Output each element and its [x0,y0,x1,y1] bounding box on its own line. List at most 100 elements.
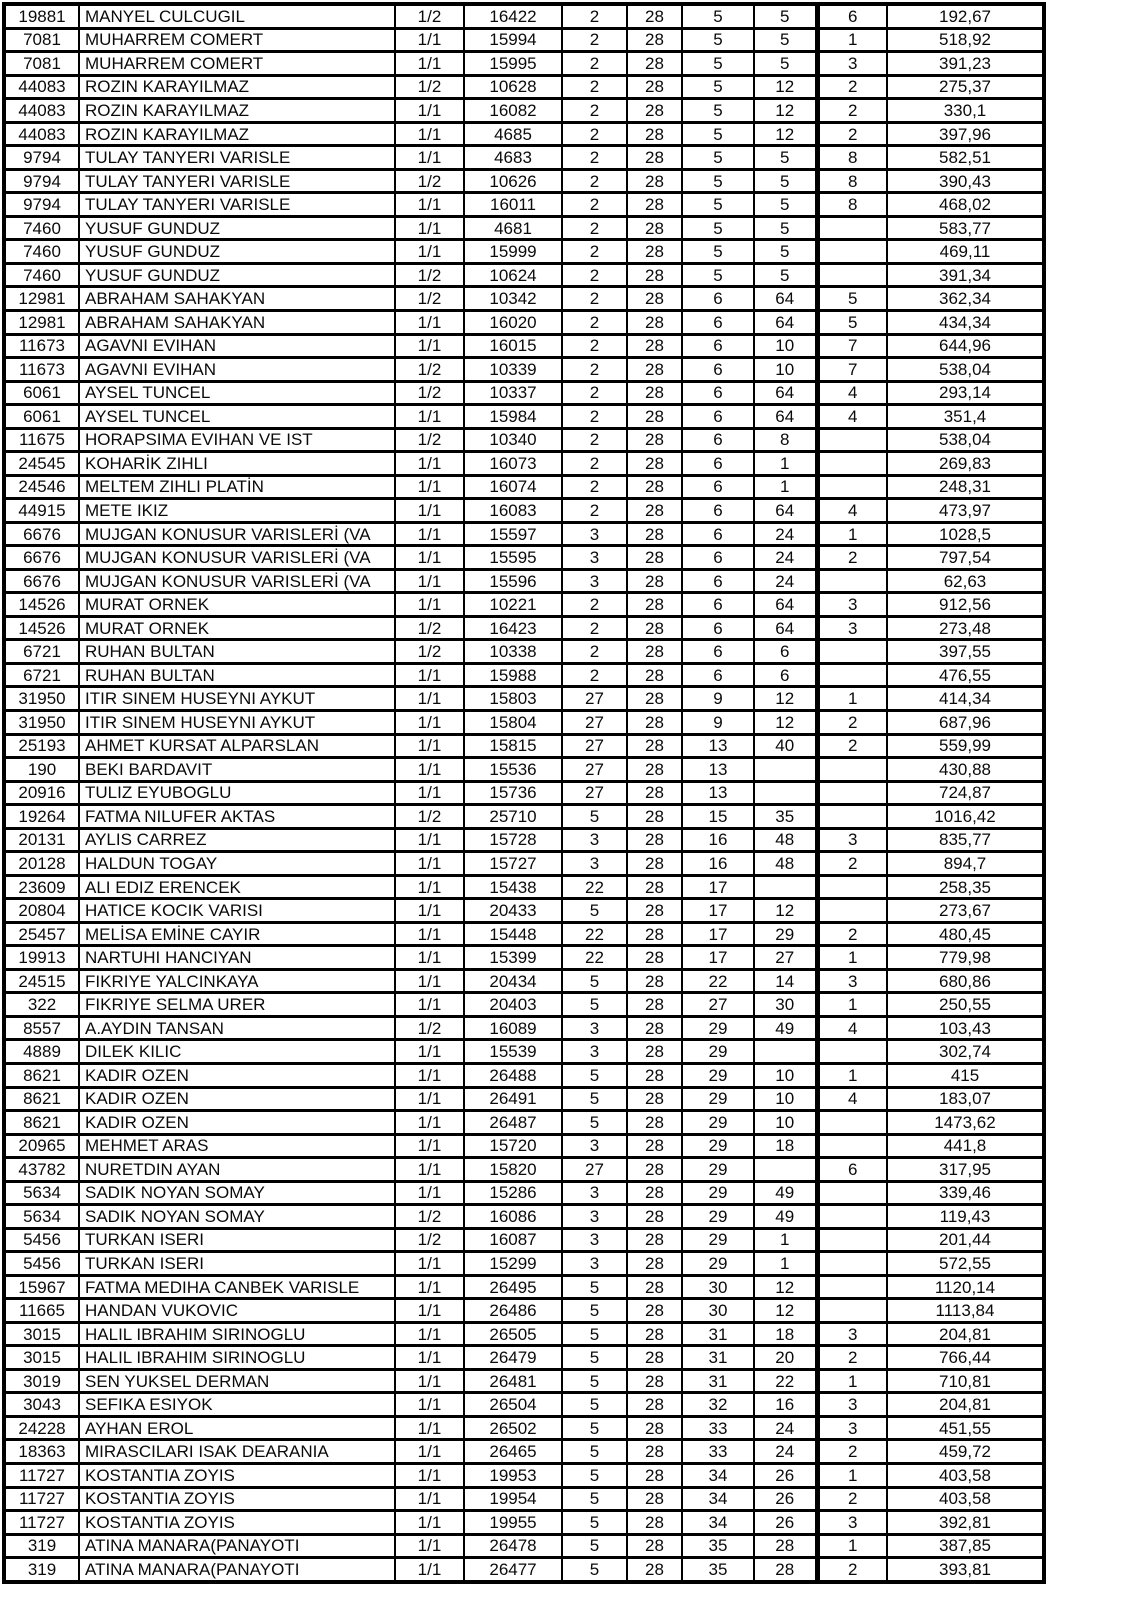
table-cell: 2 [561,2,628,30]
table-row: 6721 RUHAN BULTAN 1/2 10338 2 28 6 6 397,55 [3,638,1045,665]
table-cell: 26481 [463,1367,563,1395]
table-row: 3015 HALIL IBRAHIM SIRINOGLU 1/1 26479 5 28 31… [3,1344,1045,1371]
table-cell: 1/2 [394,2,465,30]
table-cell: SADIK NOYAN SOMAY [78,1203,396,1230]
table-row: 7460 YUSUF GUNDUZ 1/1 4681 2 28 5 5 583,77 [3,214,1045,242]
table-cell: ROZIN KARAYILMAZ [78,97,396,124]
table-cell: 20403 [463,991,563,1018]
table-cell [814,1250,888,1277]
table-cell: 28 [626,97,683,124]
table-cell: 1/1 [394,1062,465,1089]
table-cell: 269,83 [886,450,1045,477]
table-cell: MUJGAN KONUSUR VARISLERİ (VA [78,520,396,548]
table-cell: 31950 [3,685,80,712]
table-cell: 1/1 [394,403,465,430]
table-cell: 250,55 [886,991,1045,1018]
table-cell: 319 [3,1532,80,1560]
table-cell: 5 [681,261,755,289]
table-cell: 1/1 [394,120,465,148]
table-cell: 3015 [3,1320,80,1348]
table-cell: 7 [814,356,888,383]
table-cell: 317,95 [886,1156,1045,1183]
table-cell: 30 [753,991,818,1018]
table-cell: 10 [753,332,818,360]
table-cell: 31 [681,1367,755,1395]
table-cell: 26491 [463,1085,563,1113]
table-cell: 1/1 [394,1344,465,1371]
table-cell: 28 [626,567,683,595]
table-cell: 6 [681,403,755,430]
table-cell: 1/1 [394,1320,465,1348]
table-cell: 28 [626,944,683,971]
table-cell: 5 [561,967,628,995]
table-cell: 12 [753,709,818,736]
table-cell: 24 [753,1414,818,1442]
table-cell: 1/1 [394,1109,465,1136]
table-cell: 23609 [3,873,80,901]
table-cell: 2 [561,97,628,124]
table-cell: 6 [753,661,818,689]
table-cell: 44083 [3,120,80,148]
table-cell: 28 [626,1391,683,1418]
table-cell: 2 [561,473,628,501]
table-cell: MEHMET ARAS [78,1132,396,1160]
table-row: 7460 YUSUF GUNDUZ 1/1 15999 2 28 5 5 469,11 [3,238,1045,265]
table-cell: FATMA NILUFER AKTAS [78,803,396,830]
table-row: 3043 SEFIKA ESIYOK 1/1 26504 5 28 32 16 3 204,81 [3,1391,1045,1418]
table-cell: 11675 [3,426,80,454]
table-cell: 6 [681,473,755,501]
table-cell: 3 [814,1391,888,1418]
table-row: 5634 SADIK NOYAN SOMAY 1/2 16086 3 28 29 49 119,… [3,1203,1045,1230]
table-cell: 16 [753,1391,818,1418]
table-cell: 28 [626,403,683,430]
table-cell: 28 [626,332,683,360]
table-cell: 5 [561,1509,628,1536]
table-cell: 9794 [3,167,80,195]
table-cell: 1/1 [394,897,465,924]
table-cell [814,1297,888,1324]
table-cell: 2 [561,144,628,171]
table-cell [814,473,888,501]
table-cell: 3 [561,1203,628,1230]
table-cell: 441,8 [886,1132,1045,1160]
table-cell: 6 [681,614,755,642]
table-row: 11665 HANDAN VUKOVIC 1/1 26486 5 28 30 12 1113,8… [3,1297,1045,1324]
table-cell: 4 [814,1014,888,1042]
table-cell: KOSTANTIA ZOYIS [78,1462,396,1489]
table-cell: 2 [814,850,888,877]
table-cell: 28 [626,1179,683,1207]
table-cell: 3 [814,50,888,77]
table-cell: 6 [681,379,755,407]
table-cell: 5 [681,26,755,54]
table-row: 6061 AYSEL TUNCEL 1/1 15984 2 28 6 64 4 351,4 [3,403,1045,430]
table-cell: BEKI BARDAVIT [78,756,396,783]
table-cell: 1/1 [394,332,465,360]
table-cell: 8 [753,426,818,454]
table-cell: 15999 [463,238,563,265]
table-cell: 1/1 [394,685,465,712]
table-cell: 183,07 [886,1085,1045,1113]
table-cell: 6721 [3,638,80,665]
table-cell: 8621 [3,1062,80,1089]
table-cell: 3043 [3,1391,80,1418]
table-cell: 391,23 [886,50,1045,77]
table-cell: 28 [626,873,683,901]
table-cell: 1/1 [394,944,465,971]
table-cell: 15 [681,803,755,830]
table-cell: 1/1 [394,238,465,265]
table-cell: 29 [681,1085,755,1113]
table-cell: 2 [561,191,628,218]
table-cell: 28 [626,1250,683,1277]
table-cell: 15727 [463,850,563,877]
table-cell: 2 [561,426,628,454]
table-cell: 26486 [463,1297,563,1324]
table-cell: 476,55 [886,661,1045,689]
table-cell: 103,43 [886,1014,1045,1042]
table-cell: 7081 [3,50,80,77]
table-cell: 6 [681,544,755,571]
table-cell: 10 [753,1085,818,1113]
table-cell: 3 [561,544,628,571]
table-cell: 680,86 [886,967,1045,995]
table-cell: 2 [561,285,628,312]
table-cell: 29 [681,1250,755,1277]
